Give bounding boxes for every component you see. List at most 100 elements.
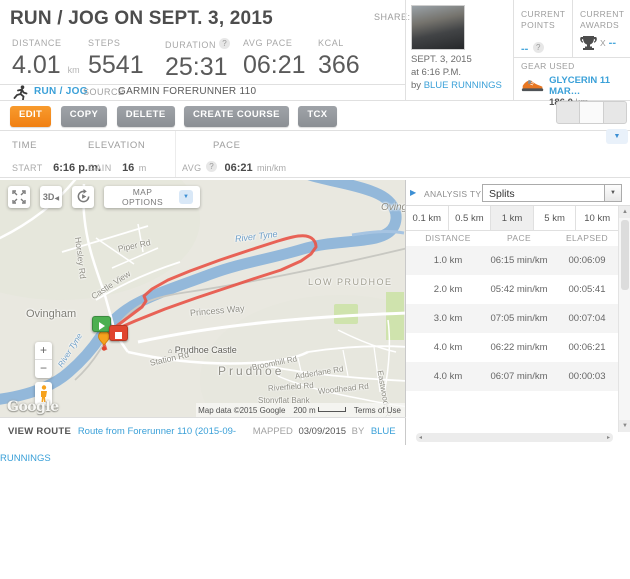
river (0, 180, 402, 405)
awards-times: X (600, 38, 606, 48)
scale-bar (317, 406, 346, 412)
map-attribution: Map data ©2015 Google 200 m Terms of Use (196, 403, 405, 417)
delete-button[interactable]: DELETE (116, 106, 175, 127)
split-row-1[interactable]: 1.0 km 06:15 min/km 00:06:09 (406, 246, 619, 275)
tab-5km[interactable]: 5 km (533, 206, 577, 231)
help-icon[interactable]: ? (206, 161, 217, 172)
divider (572, 0, 573, 57)
tab-10km[interactable]: 10 km (576, 206, 619, 231)
terms-link[interactable]: Terms of Use (353, 405, 401, 415)
source-row: RUN / JOG SOURCE GARMIN FORERUNNER 110 (0, 85, 405, 100)
route-author-link[interactable]: BLUE RUNNINGS (0, 426, 396, 464)
split-row-5[interactable]: 4.0 km 06:07 min/km 00:00:03 (406, 362, 619, 391)
current-awards-box: CURRENT AWARDS X -- (580, 9, 625, 50)
create-course-button[interactable]: CREATE COURSE (184, 106, 289, 127)
gps-route (102, 234, 318, 351)
avg-label: AVG (182, 163, 202, 173)
route-link[interactable]: Route from Forerunner 110 (2015-09- (77, 426, 237, 437)
waypoint-marker (98, 330, 110, 351)
page-title: RUN / JOG ON SEPT. 3, 2015 (10, 8, 273, 29)
activity-time: at 6:16 P.M. (411, 67, 461, 78)
playback-icon (77, 189, 89, 203)
gain-label: GAIN (88, 163, 112, 173)
3d-icon: 3D◀ (42, 192, 60, 202)
map-label-ovingham: Ovingham (26, 308, 77, 320)
trophy-icon (580, 36, 597, 50)
route-map[interactable]: River Tyne River Tyne LOW PRUDHOE Prince… (0, 180, 405, 417)
analysis-type-select[interactable]: Splits ▼ (482, 184, 622, 202)
activity-date: SEPT. 3, 2015 (411, 54, 472, 65)
stat-avg-pace: AVG PACE 06:21 (243, 38, 306, 79)
scrollbar-thumb[interactable] (621, 220, 629, 290)
panel-collapse-icon[interactable]: ▶ (410, 188, 417, 197)
zoom-control: + − (35, 342, 52, 378)
activity-type-link[interactable]: RUN / JOG (34, 86, 88, 97)
stat-distance: DISTANCE 4.01 km (12, 38, 80, 79)
divider (513, 57, 630, 58)
activity-date-block: SEPT. 3, 2015 at 6:16 P.M. by BLUE RUNNI… (411, 54, 502, 91)
splits-table-header: DISTANCE PACE ELAPSED TIME (425, 233, 608, 258)
copy-button[interactable]: COPY (60, 106, 108, 127)
panel-vertical-scrollbar[interactable]: ▲ ▼ (618, 206, 630, 432)
author-link[interactable]: BLUE RUNNINGS (423, 80, 502, 91)
share-label: SHARE: (374, 12, 411, 22)
map-canvas (0, 180, 405, 417)
3d-view-button[interactable]: 3D◀ (40, 186, 62, 208)
start-label: START (12, 163, 43, 173)
tab-0.5km[interactable]: 0.5 km (448, 206, 492, 231)
scroll-down-icon[interactable]: ▼ (619, 420, 630, 432)
help-icon[interactable]: ? (219, 38, 231, 49)
scroll-right-icon[interactable]: ▸ (606, 435, 610, 441)
map-options-button[interactable]: MAP OPTIONS ▼ (104, 186, 200, 208)
activity-photo[interactable] (411, 5, 465, 50)
street-view-pegman[interactable] (35, 382, 52, 406)
map-label-low-prudhoe: LOW PRUDHOE (308, 277, 393, 287)
split-row-4[interactable]: 4.0 km 06:22 min/km 00:06:21 (433, 342, 606, 353)
avg-pace-unit: min/km (257, 163, 287, 173)
divider (0, 100, 630, 101)
source-label: SOURCE (83, 87, 125, 97)
panel-horizontal-scrollbar[interactable]: ◂ ▸ (416, 433, 613, 442)
toolbar: EDIT COPY DELETE CREATE COURSE TCX (10, 104, 342, 127)
gain-unit: m (138, 163, 147, 173)
divider (513, 0, 514, 100)
gear-link[interactable]: GLYCERIN 11 MAR… (549, 75, 610, 97)
route-bar: VIEW ROUTE Route from Forerunner 110 (20… (0, 417, 406, 464)
runner-icon (13, 85, 28, 100)
scroll-up-icon[interactable]: ▲ (619, 206, 630, 218)
zoom-in-button[interactable]: + (35, 342, 52, 360)
view-toggle-group[interactable] (556, 101, 627, 124)
scroll-left-icon[interactable]: ◂ (419, 435, 423, 441)
zoom-out-button[interactable]: − (39, 361, 47, 375)
current-points-box: CURRENT POINTS -- ? (521, 9, 566, 55)
stat-steps: STEPS 5541 (88, 38, 144, 79)
collapse-details-button[interactable]: ▼ (606, 129, 628, 144)
stop-marker[interactable] (109, 325, 128, 341)
divider (0, 84, 405, 85)
map-label-prudhoe-castle: ⌂ Prudhoe Castle (168, 345, 237, 355)
tab-0.1km[interactable]: 0.1 km (406, 206, 449, 231)
awards-value: -- (608, 37, 616, 49)
edit-button[interactable]: EDIT (10, 106, 52, 127)
help-icon[interactable]: ? (532, 42, 544, 53)
split-interval-tabs: 0.1 km 0.5 km 1 km 5 km 10 km (406, 206, 619, 231)
view-toggle-1[interactable] (557, 102, 581, 123)
fullscreen-button[interactable] (8, 186, 30, 208)
split-row-2[interactable]: 2.0 km 05:42 min/km 00:05:41 (433, 284, 606, 295)
start-marker[interactable] (92, 316, 111, 332)
map-scale: 200 m (293, 406, 346, 415)
pegman-icon (40, 385, 47, 402)
fullscreen-icon (12, 190, 26, 204)
view-toggle-2[interactable] (580, 102, 604, 123)
playback-button[interactable] (72, 186, 94, 208)
pace-elevation-chart: 04:10 min/km 05:33 min/km 08:20 min/km 1… (0, 445, 630, 579)
divider (0, 130, 630, 131)
view-toggle-3[interactable] (604, 102, 626, 123)
time-section-label: TIME (12, 140, 38, 151)
split-row-3[interactable]: 3.0 km 07:05 min/km 00:07:04 (406, 304, 619, 333)
tcx-button[interactable]: TCX (298, 106, 337, 127)
stat-kcal: KCAL 366 (318, 38, 360, 79)
tab-1km[interactable]: 1 km (491, 206, 534, 231)
source-device: GARMIN FORERUNNER 110 (118, 86, 257, 97)
